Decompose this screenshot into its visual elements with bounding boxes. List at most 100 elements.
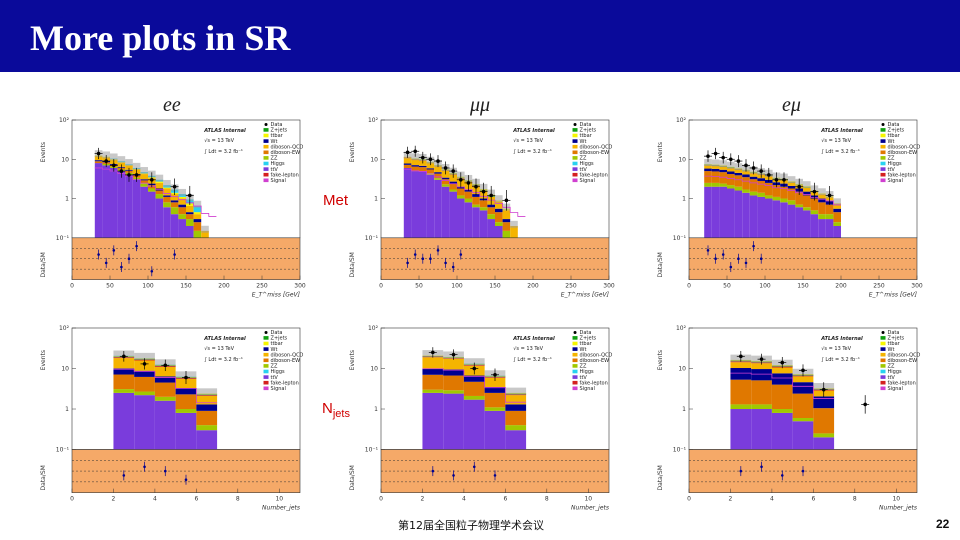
bar-diboson-qcd [201,230,209,238]
y-tick-label: 10 [61,366,69,373]
x-tick-label: 10 [892,496,900,503]
legend-entry: Signal [271,178,286,184]
bar-wt [472,194,480,197]
bar-zz [140,183,148,187]
y-tick-label: 10² [368,325,379,332]
ratio-point [421,257,425,260]
title-bar: More plots in SR [0,0,960,72]
bar-ttv [818,219,826,238]
bar-zz [457,195,465,199]
bar-diboson-ew [795,191,803,205]
uncertainty-band [155,174,164,182]
bar-diboson-ew [419,167,427,172]
legend-swatch [880,167,886,171]
x-tick-label: 0 [70,496,74,503]
y-tick-label: 10⁻¹ [673,235,687,242]
bar-zz [787,200,796,205]
uncertainty-band [727,161,735,169]
bar-ttv [833,225,841,238]
signal-line [704,175,841,206]
legend-swatch [880,341,886,346]
data-point [466,181,471,185]
bar-diboson-ew [113,374,135,390]
data-point [431,350,435,355]
y-tick-label: 1 [682,196,686,203]
bar-ttv [734,190,743,238]
bar-diboson-qcd [495,201,503,209]
data-point [744,163,748,168]
y-tick-label: 10 [370,366,378,373]
data-point [104,159,108,163]
data-point [134,173,139,177]
bar-diboson-ew [434,173,442,179]
bar-diboson-ew [457,188,465,196]
legend-swatch [572,144,578,149]
legend-entry: Wt [888,139,895,145]
ratio-point [122,474,126,477]
bar-zz [464,198,473,203]
legend-entry: ttbar [271,341,284,347]
legend-entry: Higgs [271,161,285,167]
legend-swatch [880,139,886,143]
bar-ttv [751,409,772,450]
ratio-axis-label: Data/SM [349,465,356,490]
bar-wt [403,163,412,165]
ratio-point [737,257,740,260]
data-point [821,387,826,392]
x-tick-label: 4 [153,496,157,503]
y-tick-label: 1 [65,196,69,203]
uncertainty-band [411,153,419,161]
bar-wt [749,176,758,180]
y-tick-label: 1 [65,406,69,413]
data-point [172,184,177,189]
uncertainty-band [719,160,727,168]
bar-diboson-ew [825,204,834,215]
legend-entry: Z+jets [580,336,597,342]
legend-entry: fake-lepton [888,380,916,386]
uncertainty-band [505,387,527,395]
ratio-point [406,261,409,265]
x-axis-label: E_T^miss [GeV] [561,292,610,299]
bar-diboson-qcd [449,174,457,182]
ratio-point [436,249,440,252]
bar-diboson-qcd [787,182,796,186]
bar-ttv [463,399,485,450]
bar-ttv [125,174,133,238]
legend-swatch [263,139,269,143]
legend-swatch [263,172,269,177]
legend-swatch [880,380,886,385]
legend-entry: diboson-QCD [888,144,921,150]
x-tick-label: 250 [873,283,885,290]
x-tick-label: 2 [729,496,733,503]
bar-diboson-qcd [833,203,841,209]
bar-ttv [772,200,781,238]
bar-zz [711,182,720,187]
x-tick-label: 8 [236,496,240,503]
ratio-point [739,469,743,473]
legend-lumi: ∫ Ldt = 3.2 fb⁻¹ [513,357,552,363]
legend-swatch [880,161,886,166]
bar-wt [502,219,511,223]
uncertainty-band [803,181,811,189]
uncertainty-band [510,220,518,228]
bar-ttv [795,207,803,238]
bar-diboson-ew [134,376,155,392]
legend-swatch [880,150,886,155]
plot-met-mumu: 10² 10 1 10⁻¹ Events ATLAS Internal √s = 13 Te… [349,117,615,299]
bar-zz [730,404,752,410]
bar-fake-lepton [505,394,527,396]
legend-marker [881,123,885,126]
bar-zz [780,198,788,203]
bar-diboson-ew [704,171,712,183]
bar-zz [463,395,485,400]
ratio-point [150,269,154,273]
legend-entry: Data [271,330,283,336]
bar-diboson-ew [94,161,103,164]
data-point [421,155,425,160]
legend-entry: ttbar [888,133,901,139]
bar-ttv [434,179,442,238]
legend-swatch [263,161,269,166]
legend-energy: √s = 13 TeV [821,346,851,352]
legend-lumi: ∫ Ldt = 3.2 fb⁻¹ [513,149,552,155]
ratio-point [127,257,131,260]
